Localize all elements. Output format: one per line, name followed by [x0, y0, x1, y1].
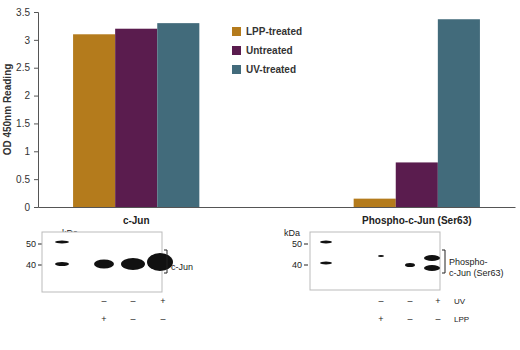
marker-label: 40: [292, 260, 302, 270]
treatment-sign: –: [130, 296, 135, 306]
axis-title: OD 450nm Reading: [2, 64, 13, 156]
bar: [73, 34, 115, 207]
treatment-label: LPP: [454, 315, 469, 324]
blot-frame: [42, 232, 162, 292]
tick-label: 3: [24, 35, 30, 46]
x-axis: c-Jun Phospho-c-Jun (Ser63): [39, 208, 516, 227]
y-axis: 0 0.5 1 1.5 2 2.5 3 3.5: [16, 7, 38, 213]
band-label: Phospho-: [449, 257, 488, 267]
marker-tick: [304, 244, 308, 245]
treatment-sign: +: [435, 296, 440, 306]
tick-mark: [34, 12, 38, 13]
treatment-sign: –: [160, 314, 165, 324]
treatment-sign: +: [101, 314, 106, 324]
tick-mark: [34, 40, 38, 41]
legend-swatch: [232, 27, 241, 36]
tick: 0.5: [16, 174, 38, 185]
tick-label: 1: [24, 146, 30, 157]
legend-swatch: [232, 46, 241, 55]
legend-item: LPP-treated: [232, 26, 302, 37]
tick-label: 2.5: [16, 62, 30, 73]
tick-mark: [34, 68, 38, 69]
band: [424, 255, 440, 261]
tick: 1.5: [16, 118, 38, 129]
tick-label: 2: [24, 90, 30, 101]
tick: 1: [24, 146, 38, 157]
tick-mark: [34, 96, 38, 97]
legend-label: Untreated: [246, 45, 293, 56]
band: [378, 255, 384, 257]
treatment-label: UV: [454, 297, 466, 306]
bars: [73, 19, 480, 207]
tick-mark: [34, 207, 38, 208]
marker-label: 50: [26, 239, 36, 249]
tick: 2.5: [16, 62, 38, 73]
legend-label: UV-treated: [246, 64, 296, 75]
legend-item: UV-treated: [232, 64, 296, 75]
tick-label: c-Jun: [123, 215, 150, 226]
blot-frame: [310, 232, 440, 290]
band: [147, 253, 173, 271]
tick-label: 3.5: [16, 7, 30, 18]
tick-label: 0: [24, 202, 30, 213]
marker-tick: [38, 244, 42, 245]
treatment-sign: +: [160, 296, 165, 306]
treatment-sign: –: [130, 314, 135, 324]
blot: kDa5040c-Jun––++––: [26, 228, 193, 324]
band-label: c-Jun: [171, 262, 193, 272]
page: {"chart_data": {"type": "bar", "y_label"…: [0, 0, 520, 350]
marker-label: 50: [292, 239, 302, 249]
band: [55, 241, 69, 244]
tick: Phospho-c-Jun (Ser63): [362, 215, 471, 226]
chart: 0 0.5 1 1.5 2 2.5 3 3.5 c-Jun Phospho-c-Jun (Ser6…: [0, 0, 520, 350]
tick-label: Phospho-c-Jun (Ser63): [362, 215, 471, 226]
band: [424, 265, 440, 271]
band: [121, 258, 145, 270]
treatment-sign: –: [378, 296, 383, 306]
bar: [438, 19, 480, 207]
legend-swatch: [232, 65, 241, 74]
band: [55, 262, 69, 266]
marker-tick: [38, 265, 42, 266]
tick-mark: [34, 151, 38, 152]
blot: kDa50 40 Phospho-c-Jun (Ser63) – – + UV + – – LPP: [284, 228, 504, 324]
tick: 2: [24, 90, 38, 101]
bracket: [164, 250, 167, 273]
treatment-sign: +: [378, 314, 383, 324]
tick-label: 1.5: [16, 118, 30, 129]
legend-label: LPP-treated: [246, 26, 302, 37]
tick: 3: [24, 35, 38, 46]
tick: c-Jun: [123, 215, 150, 226]
axis-line: [39, 207, 516, 208]
treatment-sign: –: [407, 314, 412, 324]
legend: LPP-treated Untreated UV-treated: [232, 26, 302, 75]
bar: [115, 29, 157, 207]
kda-label: kDa: [284, 228, 300, 238]
tick-label: 0.5: [16, 174, 30, 185]
tick: 0: [24, 202, 38, 213]
treatment-sign: –: [407, 296, 412, 306]
bar: [396, 162, 438, 207]
tick-mark: [34, 123, 38, 124]
bar: [354, 199, 396, 207]
bracket: [442, 250, 445, 273]
band: [320, 241, 332, 244]
treatment-sign: –: [435, 314, 440, 324]
band-label: c-Jun (Ser63): [449, 268, 504, 278]
marker-label: 40: [26, 260, 36, 270]
legend-item: Untreated: [232, 45, 293, 56]
band: [94, 260, 114, 269]
treatment-sign: –: [101, 296, 106, 306]
tick: 3.5: [16, 7, 38, 18]
marker-tick: [304, 265, 308, 266]
band: [320, 262, 332, 265]
band: [405, 263, 415, 267]
tick-mark: [34, 179, 38, 180]
bar: [157, 23, 199, 207]
axis-line: [34, 13, 39, 208]
